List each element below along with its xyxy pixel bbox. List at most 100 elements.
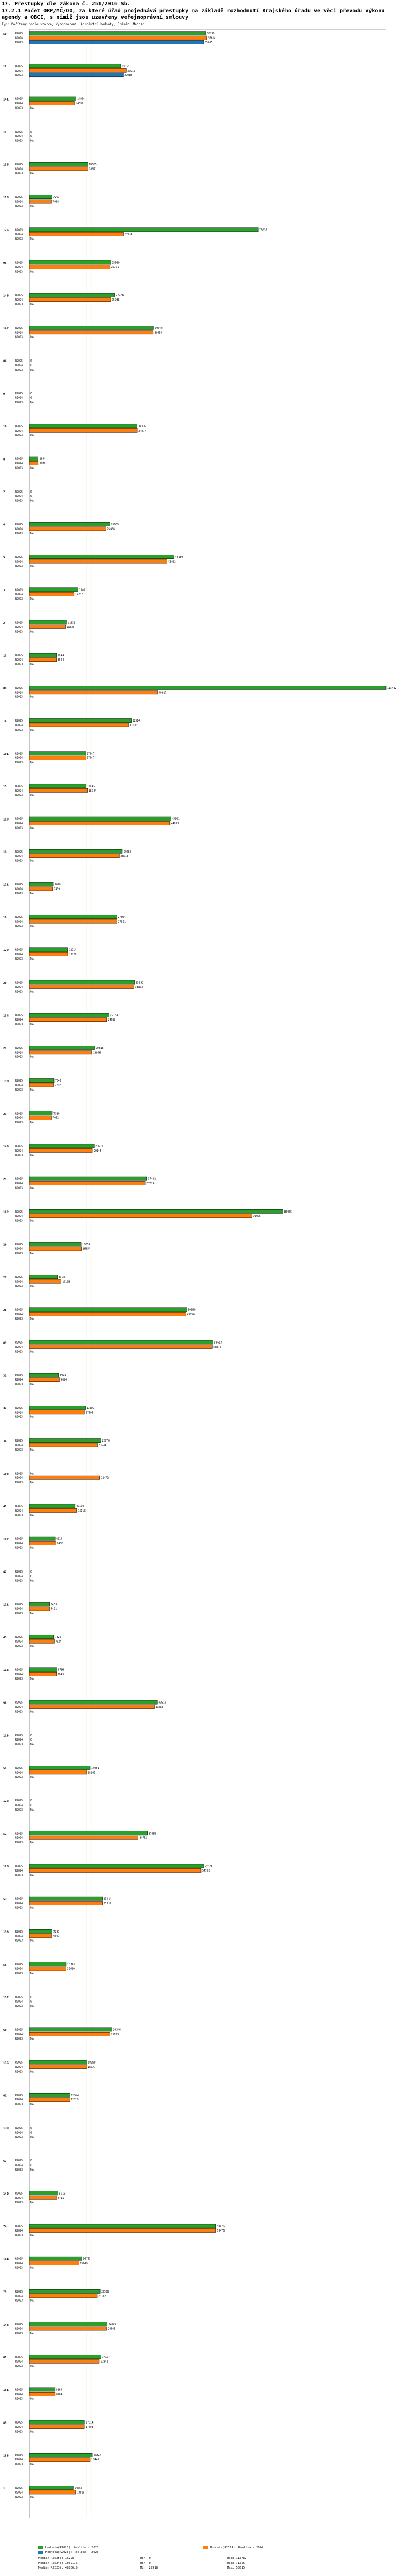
data-label: 56299 bbox=[207, 32, 215, 35]
bar bbox=[29, 1307, 187, 1312]
data-label: 14894 bbox=[77, 98, 85, 101]
group-label: 136 bbox=[3, 164, 9, 167]
data-label: 34356 bbox=[138, 425, 146, 428]
chart-title-line-2: 17.2.1 Počet ORP/MČ/OO, za které úřad pr… bbox=[2, 7, 388, 21]
series-label: R2023 bbox=[15, 500, 23, 503]
series-label: R2025 bbox=[15, 982, 23, 985]
group-label: 122 bbox=[3, 1800, 9, 1803]
group-label: 144 bbox=[3, 2258, 9, 2261]
data-label: NA bbox=[30, 1972, 34, 1975]
series-label: R2024 bbox=[15, 266, 23, 269]
group-label: 9 bbox=[3, 393, 5, 396]
data-label: 0 bbox=[30, 1575, 32, 1578]
group-label: 67 bbox=[3, 2160, 7, 2163]
bar bbox=[29, 980, 135, 985]
series-label: R2025 bbox=[15, 2258, 23, 2261]
data-label: NA bbox=[30, 1874, 34, 1877]
data-label: NA bbox=[30, 1710, 34, 1713]
series-label: R2024 bbox=[15, 1477, 23, 1480]
data-label: 29159 bbox=[122, 65, 130, 68]
bar bbox=[29, 816, 171, 821]
series-label: R2023 bbox=[15, 140, 23, 143]
group-label: 89 bbox=[3, 1341, 7, 1345]
bar bbox=[29, 2261, 79, 2265]
series-label: R2025 bbox=[15, 2290, 23, 2294]
group-label: 12 bbox=[3, 65, 7, 68]
bar bbox=[29, 1606, 50, 1611]
bar bbox=[29, 2355, 101, 2359]
series-label: R2025 bbox=[15, 1210, 23, 1214]
data-label: 7064 bbox=[52, 201, 59, 204]
series-label: R2024 bbox=[15, 2229, 23, 2233]
series-label: R2025 bbox=[15, 2127, 23, 2130]
series-label: R2023 bbox=[15, 369, 23, 372]
series-label: R2023 bbox=[15, 1383, 23, 1386]
data-label: NA bbox=[30, 270, 34, 273]
series-label: R2023 bbox=[15, 2267, 23, 2270]
data-label: 7439 bbox=[54, 887, 60, 891]
series-label: R2025 bbox=[15, 916, 23, 919]
bar bbox=[29, 1013, 109, 1017]
series-label: R2025 bbox=[15, 2421, 23, 2425]
legend-swatch-2025 bbox=[38, 2546, 43, 2549]
bar bbox=[29, 1443, 98, 1447]
bar bbox=[29, 919, 117, 924]
data-label: NA bbox=[30, 892, 34, 895]
group-label: 31 bbox=[3, 1374, 7, 1377]
bar bbox=[29, 1541, 56, 1545]
bar bbox=[29, 2027, 112, 2032]
bar bbox=[29, 1078, 55, 1083]
data-label: NA bbox=[30, 2397, 34, 2401]
data-label: 2844 bbox=[40, 458, 46, 461]
bar bbox=[29, 1639, 55, 1644]
series-label: R2025 bbox=[15, 98, 23, 101]
bar bbox=[29, 424, 137, 428]
series-label: R2025 bbox=[15, 327, 23, 330]
group-label: 81 bbox=[3, 2356, 7, 2359]
data-label: 24682 bbox=[108, 1018, 116, 1022]
series-label: R2024 bbox=[15, 658, 23, 662]
group-label: 61 bbox=[3, 2095, 7, 2098]
bar bbox=[29, 686, 387, 690]
series-label: R2023 bbox=[15, 1056, 23, 1059]
data-label: 9118 bbox=[59, 2192, 65, 2195]
group-label: 8 bbox=[3, 458, 5, 461]
group-label: 23 bbox=[3, 1113, 7, 1116]
series-label: R2023 bbox=[15, 663, 23, 666]
group-label: 85 bbox=[3, 2421, 7, 2425]
series-label: R2023 bbox=[15, 1186, 23, 1190]
bar bbox=[29, 1929, 53, 1934]
data-label: 43892 bbox=[168, 561, 176, 564]
series-label: R2024 bbox=[15, 626, 23, 629]
data-label: 12214 bbox=[69, 948, 77, 952]
series-label: R2024 bbox=[15, 1346, 23, 1349]
group-label: 6 bbox=[3, 524, 5, 527]
group-label: 140 bbox=[3, 2192, 9, 2196]
data-label: 31633 bbox=[129, 724, 137, 727]
series-label: R2024 bbox=[15, 2000, 23, 2004]
data-label: 16654 bbox=[83, 1247, 91, 1251]
bar bbox=[29, 2191, 58, 2196]
series-label: R2023 bbox=[15, 1710, 23, 1713]
data-label: 7267 bbox=[53, 196, 60, 199]
series-label: R2024 bbox=[15, 1018, 23, 1022]
series-label: R2024 bbox=[15, 2458, 23, 2462]
series-label: R2023 bbox=[15, 41, 23, 44]
series-label: R2024 bbox=[15, 1149, 23, 1153]
series-label: R2025 bbox=[15, 1047, 23, 1050]
series-label: R2023 bbox=[15, 2397, 23, 2401]
series-label: R2023 bbox=[15, 1677, 23, 1681]
data-label: NA bbox=[30, 1546, 34, 1550]
group-label: 16 bbox=[3, 425, 7, 428]
series-label: R2024 bbox=[15, 1837, 23, 1840]
bar bbox=[29, 199, 52, 204]
median-2025-text: Medián(R2025): 18298 bbox=[38, 2557, 74, 2560]
group-label: 50 bbox=[3, 33, 7, 36]
bar bbox=[29, 555, 175, 559]
group-label: 26 bbox=[3, 1244, 7, 1247]
data-label: NA bbox=[30, 2070, 34, 2073]
median-2024-text: Medián(R2024): 18691,5 bbox=[38, 2562, 78, 2565]
series-label: R2024 bbox=[15, 462, 23, 465]
bar bbox=[29, 293, 115, 297]
data-label: 9624 bbox=[60, 1378, 67, 1382]
